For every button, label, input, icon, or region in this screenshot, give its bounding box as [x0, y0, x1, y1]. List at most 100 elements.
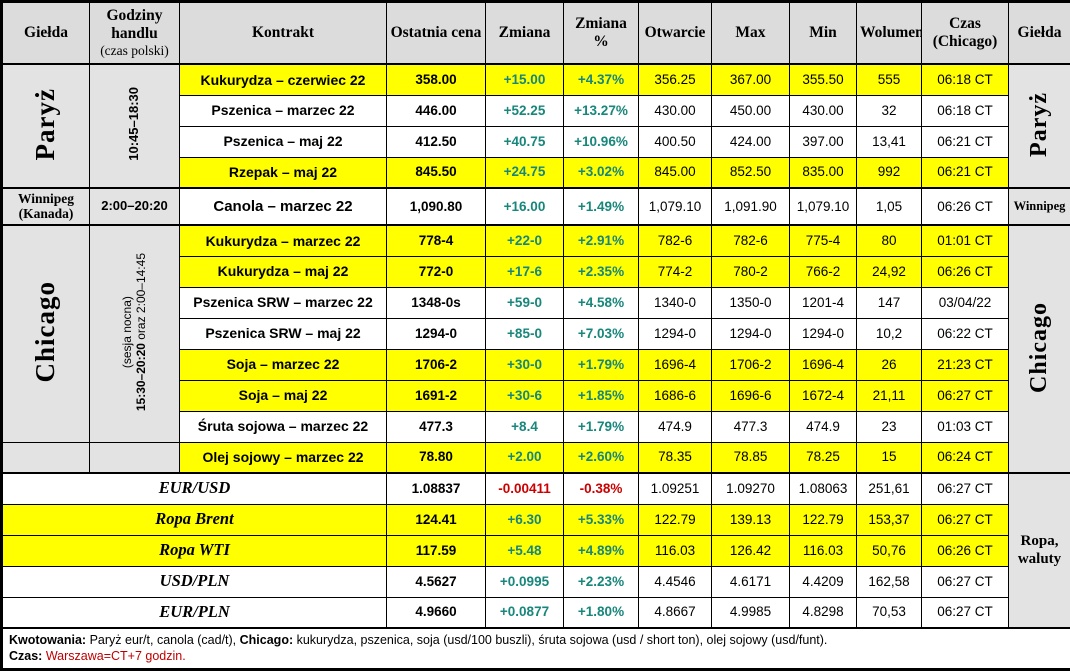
contract-cell: EUR/PLN	[2, 597, 387, 628]
header-hours-line2: (czas polski)	[93, 43, 176, 59]
group-label-line1: Ropa,	[1021, 533, 1059, 549]
header-trading-hours: Godziny handlu(czas polski)	[90, 2, 180, 65]
change-cell: +24.75	[486, 157, 564, 188]
exchange-label: Winnipeg	[18, 191, 74, 206]
max-cell: 139.13	[712, 504, 790, 535]
trading-hours: 15:30–20:20 oraz 2:00–14:45(sesja nocna)	[121, 253, 149, 411]
change-pct-cell: +1.49%	[564, 188, 639, 225]
max-cell: 1696-6	[712, 380, 790, 411]
contract-cell: Ropa Brent	[2, 504, 387, 535]
last-price-cell: 78.80	[387, 442, 486, 473]
exchange-label-chicago-left: Chicago	[2, 225, 90, 442]
change-cell: -0.00411	[486, 473, 564, 504]
last-price-cell: 1294-0	[387, 318, 486, 349]
footer-time-text: Warszawa=CT+7 godzin.	[42, 649, 185, 663]
open-cell: 1340-0	[639, 287, 712, 318]
time-cell: 06:18 CT	[922, 64, 1009, 95]
min-cell: 1,079.10	[790, 188, 857, 225]
volume-cell: 21,11	[857, 380, 922, 411]
open-cell: 400.50	[639, 126, 712, 157]
open-cell: 1.09251	[639, 473, 712, 504]
exchange-label-paris-left: Paryż	[2, 64, 90, 188]
footer-quotes-text1: Paryż eur/t, canola (cad/t),	[86, 633, 240, 647]
max-cell: 1706-2	[712, 349, 790, 380]
open-cell: 474.9	[639, 411, 712, 442]
min-cell: 1696-4	[790, 349, 857, 380]
empty-exchange-cell	[2, 442, 90, 473]
last-price-cell: 1.08837	[387, 473, 486, 504]
header-time-line1: Czas	[925, 15, 1005, 33]
header-min: Min	[790, 2, 857, 65]
min-cell: 1.08063	[790, 473, 857, 504]
table-row: Ropa WTI 117.59 +5.48 +4.89% 116.03 126.…	[2, 535, 1070, 566]
last-price-cell: 446.00	[387, 95, 486, 126]
min-cell: 116.03	[790, 535, 857, 566]
max-cell: 4.6171	[712, 566, 790, 597]
volume-cell: 50,76	[857, 535, 922, 566]
group-label-line2: waluty	[1018, 551, 1061, 567]
last-price-cell: 845.50	[387, 157, 486, 188]
open-cell: 430.00	[639, 95, 712, 126]
change-cell: +0.0995	[486, 566, 564, 597]
table-row: Chicago 15:30–20:20 oraz 2:00–14:45(sesj…	[2, 225, 1070, 256]
table-row: EUR/PLN 4.9660 +0.0877 +1.80% 4.8667 4.9…	[2, 597, 1070, 628]
time-cell: 06:27 CT	[922, 504, 1009, 535]
min-cell: 430.00	[790, 95, 857, 126]
open-cell: 78.35	[639, 442, 712, 473]
table-row: Paryż 10:45–18:30 Kukurydza – czerwiec 2…	[2, 64, 1070, 95]
last-price-cell: 1,090.80	[387, 188, 486, 225]
time-cell: 06:27 CT	[922, 473, 1009, 504]
exchange-label-chicago-right: Chicago	[1009, 225, 1070, 473]
change-pct-cell: +3.02%	[564, 157, 639, 188]
min-cell: 775-4	[790, 225, 857, 256]
open-cell: 116.03	[639, 535, 712, 566]
contract-cell: EUR/USD	[2, 473, 387, 504]
volume-cell: 70,53	[857, 597, 922, 628]
max-cell: 126.42	[712, 535, 790, 566]
change-cell: +6.30	[486, 504, 564, 535]
last-price-cell: 1706-2	[387, 349, 486, 380]
contract-cell: Olej sojowy – marzec 22	[180, 442, 387, 473]
min-cell: 1294-0	[790, 318, 857, 349]
change-cell: +15.00	[486, 64, 564, 95]
contract-cell: Pszenica – marzec 22	[180, 95, 387, 126]
min-cell: 122.79	[790, 504, 857, 535]
last-price-cell: 772-0	[387, 256, 486, 287]
min-cell: 355.50	[790, 64, 857, 95]
min-cell: 1672-4	[790, 380, 857, 411]
table-row: EUR/USD 1.08837 -0.00411 -0.38% 1.09251 …	[2, 473, 1070, 504]
volume-cell: 162,58	[857, 566, 922, 597]
time-cell: 06:24 CT	[922, 442, 1009, 473]
change-pct-cell: +1.79%	[564, 411, 639, 442]
open-cell: 122.79	[639, 504, 712, 535]
time-cell: 21:23 CT	[922, 349, 1009, 380]
change-cell: +17-6	[486, 256, 564, 287]
change-pct-cell: +1.79%	[564, 349, 639, 380]
footer-quotes-line: Kwotowania: Paryż eur/t, canola (cad/t),…	[9, 632, 1064, 648]
header-volume: Wolumen	[857, 2, 922, 65]
min-cell: 4.8298	[790, 597, 857, 628]
max-cell: 477.3	[712, 411, 790, 442]
change-pct-cell: +4.58%	[564, 287, 639, 318]
open-cell: 1294-0	[639, 318, 712, 349]
footer-quotes-label: Kwotowania:	[9, 633, 86, 647]
volume-cell: 32	[857, 95, 922, 126]
change-pct-cell: +2.35%	[564, 256, 639, 287]
min-cell: 835.00	[790, 157, 857, 188]
time-cell: 06:26 CT	[922, 535, 1009, 566]
volume-cell: 13,41	[857, 126, 922, 157]
contract-cell: Pszenica SRW – maj 22	[180, 318, 387, 349]
min-cell: 397.00	[790, 126, 857, 157]
max-cell: 1350-0	[712, 287, 790, 318]
time-cell: 06:22 CT	[922, 318, 1009, 349]
time-cell: 06:27 CT	[922, 597, 1009, 628]
open-cell: 356.25	[639, 64, 712, 95]
exchange-label: Chicago	[1026, 302, 1054, 393]
change-cell: +16.00	[486, 188, 564, 225]
time-cell: 06:18 CT	[922, 95, 1009, 126]
header-time-chicago: Czas(Chicago)	[922, 2, 1009, 65]
last-price-cell: 1691-2	[387, 380, 486, 411]
contract-cell: Kukurydza – maj 22	[180, 256, 387, 287]
footer-time-line: Czas: Warszawa=CT+7 godzin.	[9, 648, 1064, 664]
